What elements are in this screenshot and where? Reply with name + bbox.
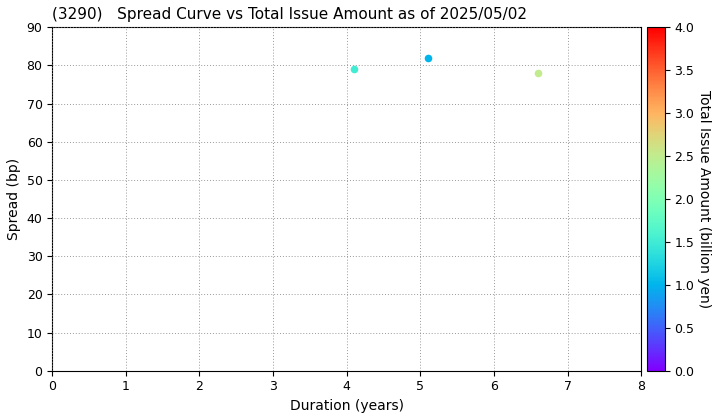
Text: (3290)   Spread Curve vs Total Issue Amount as of 2025/05/02: (3290) Spread Curve vs Total Issue Amoun… <box>53 7 527 22</box>
Point <box>348 66 360 73</box>
X-axis label: Duration (years): Duration (years) <box>289 399 404 413</box>
Y-axis label: Total Issue Amount (billion yen): Total Issue Amount (billion yen) <box>697 90 711 308</box>
Point <box>532 70 544 76</box>
Point <box>422 55 433 61</box>
Y-axis label: Spread (bp): Spread (bp) <box>7 158 21 240</box>
